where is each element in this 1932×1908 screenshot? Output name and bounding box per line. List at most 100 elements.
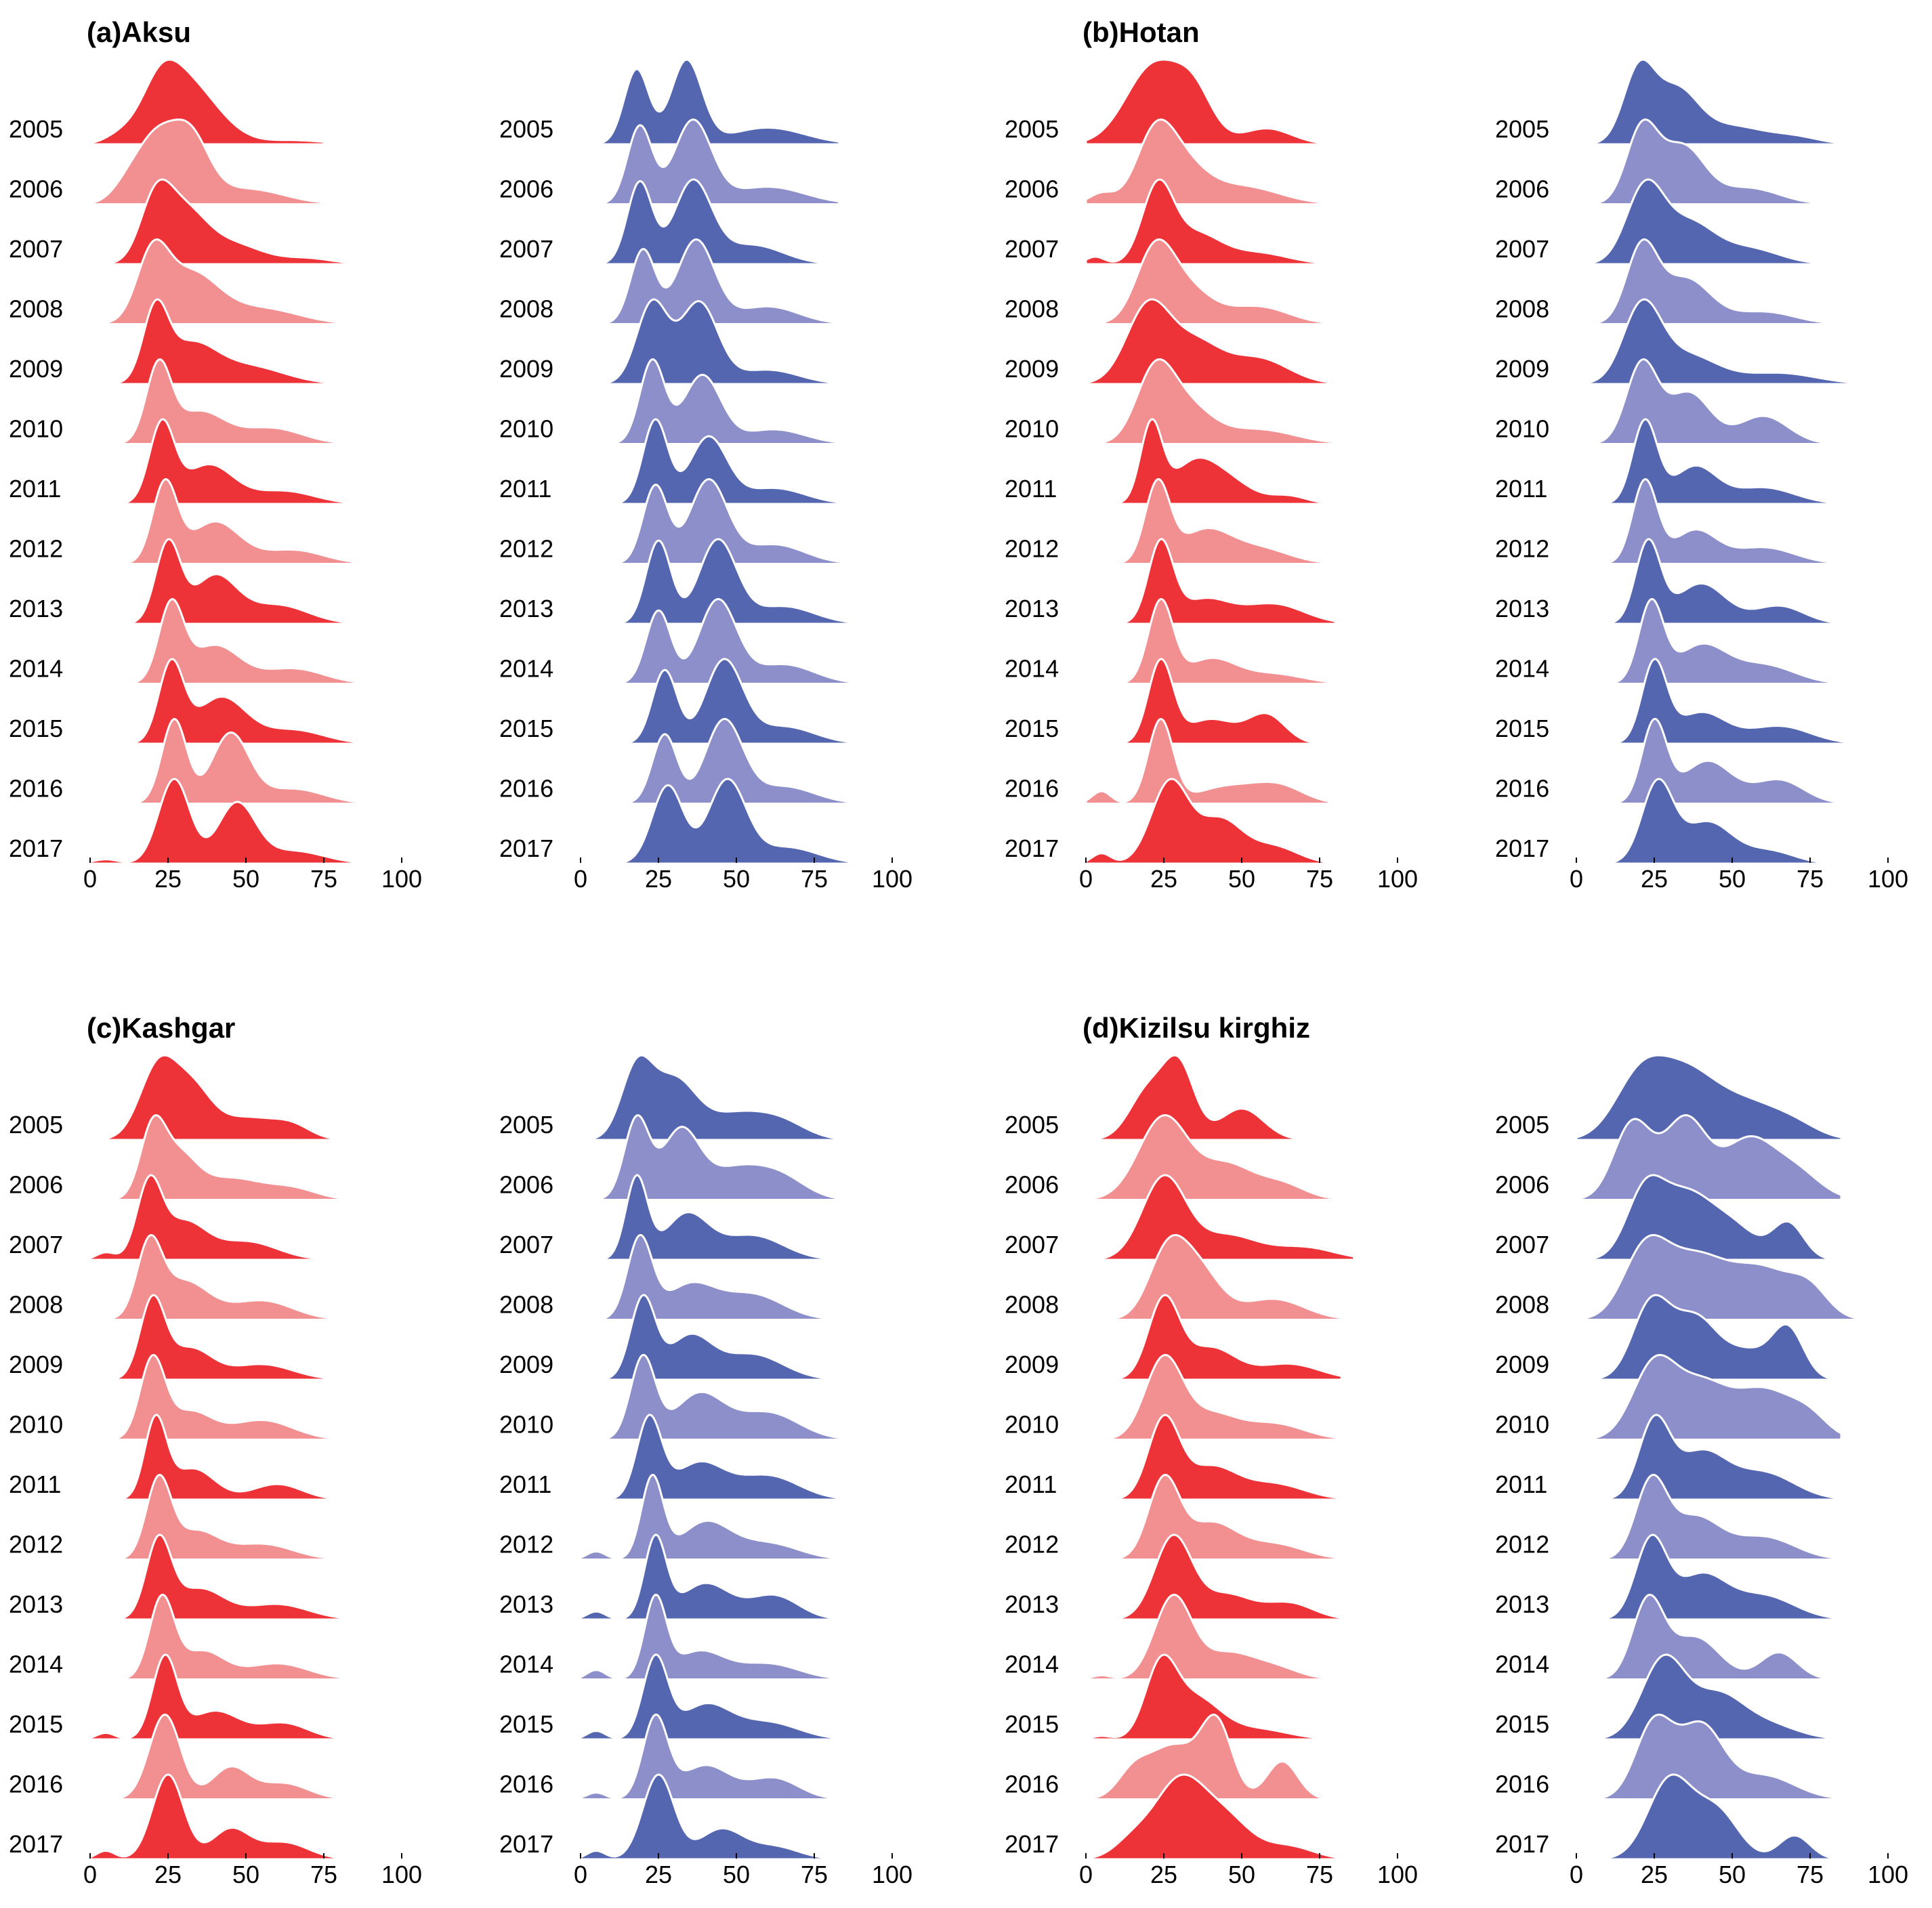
ridgeline-plot-blue: 2005 2006 2007 2008 2009 2010 2011 2012 2013 2014… bbox=[499, 58, 912, 893]
year-label: 2011 bbox=[1005, 475, 1057, 503]
year-label: 2005 bbox=[1005, 115, 1059, 143]
ridge-2013 bbox=[1085, 1533, 1343, 1621]
year-label: 2012 bbox=[9, 1531, 63, 1559]
ridge-2012 bbox=[1575, 478, 1836, 565]
year-label: 2005 bbox=[9, 115, 63, 143]
year-label: 2008 bbox=[1495, 295, 1549, 323]
ridge-2017 bbox=[579, 1773, 850, 1861]
year-label: 2011 bbox=[499, 1470, 551, 1498]
ridge-2009 bbox=[1575, 1294, 1858, 1381]
year-label: 2017 bbox=[1495, 834, 1549, 862]
ridge-2005 bbox=[1575, 1054, 1843, 1141]
year-label: 2005 bbox=[9, 1111, 63, 1139]
x-tick-label: 100 bbox=[1377, 1861, 1418, 1888]
x-tick-label: 75 bbox=[801, 865, 828, 893]
ridge-2011 bbox=[1085, 418, 1333, 505]
ridge-2008 bbox=[1085, 1234, 1362, 1321]
year-label: 2015 bbox=[9, 715, 63, 742]
year-label: 2009 bbox=[9, 1351, 63, 1378]
ridge-2009 bbox=[579, 298, 850, 385]
year-label: 2014 bbox=[499, 655, 553, 683]
x-tick-label: 75 bbox=[310, 1861, 337, 1888]
ridge-2006 bbox=[1575, 1114, 1843, 1201]
year-label: 2015 bbox=[1495, 1710, 1549, 1738]
ridge-2005 bbox=[89, 58, 325, 146]
ridge-2006 bbox=[1085, 1114, 1337, 1201]
year-label: 2010 bbox=[499, 415, 553, 443]
year-label: 2012 bbox=[499, 1531, 553, 1559]
panels: (a)Aksu200520062007200820092010201120122… bbox=[9, 16, 1908, 1888]
year-label: 2014 bbox=[9, 1651, 63, 1678]
year-label: 2010 bbox=[1495, 1411, 1549, 1439]
ridge-2012 bbox=[89, 478, 353, 565]
x-tick-label: 100 bbox=[872, 1861, 912, 1888]
year-label: 2014 bbox=[1005, 655, 1059, 683]
ridge-2013 bbox=[1575, 538, 1839, 625]
x-tick-label: 100 bbox=[1377, 865, 1418, 893]
panel-1: (a)Aksu200520062007200820092010201120122… bbox=[9, 16, 912, 893]
panel-title: (d)Kizilsu kirghiz bbox=[1083, 1012, 1310, 1044]
year-label: 2017 bbox=[1005, 834, 1059, 862]
year-label: 2009 bbox=[9, 355, 63, 383]
year-label: 2017 bbox=[9, 1830, 63, 1858]
ridge-2014 bbox=[89, 1594, 353, 1680]
year-label: 2017 bbox=[499, 1830, 553, 1858]
ridge-2017 bbox=[89, 778, 353, 865]
ridge-2015 bbox=[89, 1653, 360, 1741]
ridge-2014 bbox=[1575, 598, 1843, 685]
ridge-2013 bbox=[1085, 538, 1337, 625]
panel-4: (d)Kizilsu kirghiz 2005 2006 2007 2008 2009 20… bbox=[1005, 1012, 1908, 1888]
x-tick-label: 25 bbox=[154, 1861, 182, 1888]
x-tick-label: 25 bbox=[1150, 865, 1177, 893]
ridge-2006 bbox=[1085, 119, 1337, 205]
ridge-2005 bbox=[1085, 1054, 1315, 1141]
year-label: 2008 bbox=[499, 1291, 553, 1319]
year-label: 2009 bbox=[1495, 1351, 1549, 1378]
year-label: 2008 bbox=[1495, 1291, 1549, 1319]
ridge-2014 bbox=[89, 598, 360, 685]
x-tick-label: 75 bbox=[310, 865, 337, 893]
ridgeline-plot-blue: 2005 2006 2007 2008 2009 2010 2011 2012 2013 2014… bbox=[1495, 58, 1908, 893]
ridge-2012 bbox=[1575, 1474, 1843, 1561]
ridge-2017 bbox=[579, 778, 850, 865]
ridge-2011 bbox=[89, 418, 347, 505]
year-label: 2008 bbox=[1005, 295, 1059, 323]
x-tick-label: 25 bbox=[1150, 1861, 1177, 1888]
year-label: 2010 bbox=[499, 1411, 553, 1439]
ridge-2009 bbox=[1085, 298, 1333, 385]
x-tick-label: 0 bbox=[574, 1861, 587, 1888]
x-tick-label: 50 bbox=[1719, 865, 1746, 893]
x-tick-label: 0 bbox=[1570, 865, 1583, 893]
year-label: 2015 bbox=[499, 715, 553, 742]
year-label: 2006 bbox=[1495, 1171, 1549, 1199]
year-label: 2012 bbox=[9, 535, 63, 563]
year-label: 2010 bbox=[1495, 415, 1549, 443]
ridgeline-plot-blue: 2005 2006 2007 2008 2009 2010 2011 2012 2013 2014… bbox=[499, 1054, 912, 1888]
year-label: 2017 bbox=[499, 834, 553, 862]
year-label: 2005 bbox=[1005, 1111, 1059, 1139]
year-label: 2012 bbox=[1005, 535, 1059, 563]
year-label: 2007 bbox=[9, 235, 63, 263]
year-label: 2011 bbox=[1495, 475, 1547, 503]
x-tick-label: 25 bbox=[645, 1861, 672, 1888]
year-label: 2014 bbox=[1495, 1651, 1549, 1678]
x-tick-label: 100 bbox=[1868, 1861, 1908, 1888]
year-label: 2015 bbox=[1005, 715, 1059, 742]
year-label: 2014 bbox=[9, 655, 63, 683]
ridge-2013 bbox=[89, 538, 353, 625]
year-label: 2017 bbox=[1495, 1830, 1549, 1858]
year-label: 2015 bbox=[1005, 1710, 1059, 1738]
year-label: 2016 bbox=[1495, 775, 1549, 803]
year-label: 2007 bbox=[1495, 1231, 1549, 1258]
ridge-2017 bbox=[1575, 778, 1846, 865]
x-tick-label: 50 bbox=[1228, 865, 1255, 893]
x-tick-label: 50 bbox=[723, 865, 750, 893]
year-label: 2011 bbox=[1005, 1470, 1057, 1498]
year-label: 2007 bbox=[9, 1231, 63, 1258]
year-label: 2016 bbox=[1005, 1771, 1059, 1798]
year-label: 2013 bbox=[1005, 1590, 1059, 1618]
year-label: 2010 bbox=[1005, 1411, 1059, 1439]
x-tick-label: 100 bbox=[1868, 865, 1908, 893]
year-label: 2006 bbox=[9, 1171, 63, 1199]
year-label: 2016 bbox=[499, 1771, 553, 1798]
